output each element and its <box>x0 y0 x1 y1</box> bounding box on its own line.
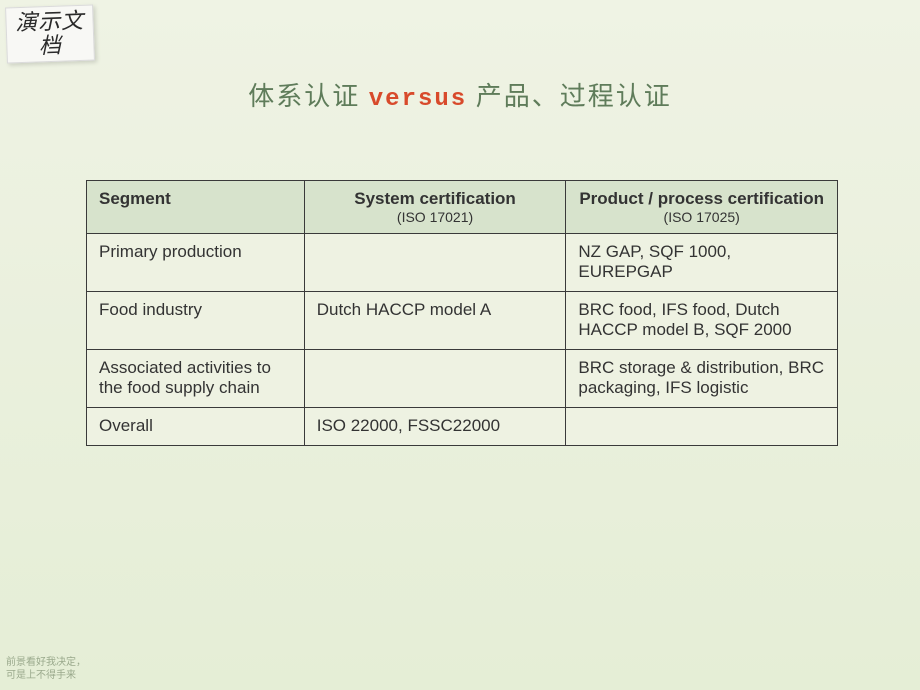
table-header-row: Segment System certification (ISO 17021)… <box>87 181 838 234</box>
col-header-label: System certification <box>354 189 516 208</box>
col-header-label: Segment <box>99 189 171 208</box>
page-title: 体系认证 versus 产品、过程认证 <box>0 76 920 113</box>
col-header-sub: (ISO 17025) <box>578 209 825 225</box>
footer-watermark: 前景看好我决定， 可是上不得手来 <box>6 656 86 682</box>
col-header-sub: (ISO 17021) <box>317 209 554 225</box>
cell-system <box>304 350 566 408</box>
cell-system: ISO 22000, FSSC22000 <box>304 408 566 446</box>
cell-segment: Overall <box>87 408 305 446</box>
cell-product <box>566 408 838 446</box>
col-header-label: Product / process certification <box>579 189 824 208</box>
title-left: 体系认证 <box>248 82 360 111</box>
table-row: Associated activities to the food supply… <box>87 350 838 408</box>
cell-segment: Associated activities to the food supply… <box>87 350 305 408</box>
watermark-badge: 演示文档 <box>5 4 95 63</box>
cell-product: BRC storage & distribution, BRC packagin… <box>566 350 838 408</box>
cell-product: NZ GAP, SQF 1000, EUREPGAP <box>566 234 838 292</box>
table-row: Overall ISO 22000, FSSC22000 <box>87 408 838 446</box>
footer-line: 前景看好我决定， <box>6 656 86 669</box>
cell-system <box>304 234 566 292</box>
cell-segment: Food industry <box>87 292 305 350</box>
title-versus: versus <box>369 86 467 113</box>
col-header-system: System certification (ISO 17021) <box>304 181 566 234</box>
col-header-segment: Segment <box>87 181 305 234</box>
cell-product: BRC food, IFS food, Dutch HACCP model B,… <box>566 292 838 350</box>
cell-system: Dutch HACCP model A <box>304 292 566 350</box>
table-row: Food industry Dutch HACCP model A BRC fo… <box>87 292 838 350</box>
title-right: 产品、过程认证 <box>476 82 672 111</box>
cell-segment: Primary production <box>87 234 305 292</box>
table-row: Primary production NZ GAP, SQF 1000, EUR… <box>87 234 838 292</box>
footer-line: 可是上不得手来 <box>6 669 86 682</box>
certification-table: Segment System certification (ISO 17021)… <box>86 180 838 446</box>
col-header-product: Product / process certification (ISO 170… <box>566 181 838 234</box>
